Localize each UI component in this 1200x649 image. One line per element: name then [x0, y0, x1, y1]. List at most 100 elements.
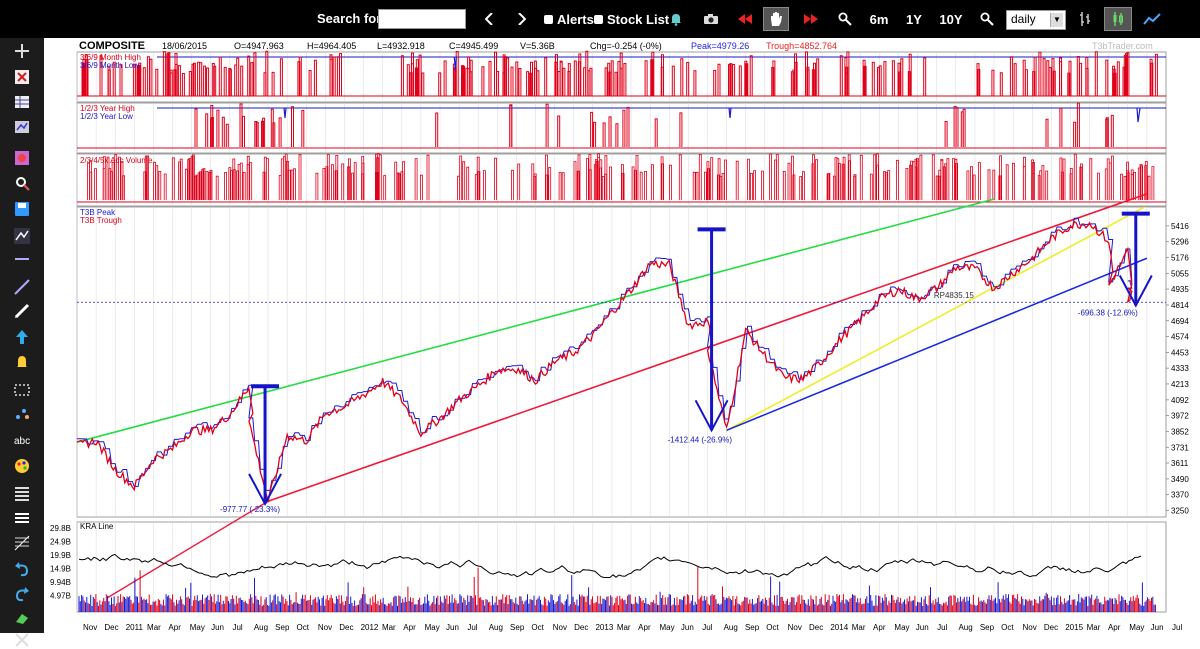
drop1-label: -977.77 (-23.3%): [220, 505, 280, 514]
drop3-arrow-arrowhead: [1118, 275, 1153, 308]
x-tick-label: Nov: [788, 623, 802, 632]
alerts-checkbox[interactable]: [544, 14, 553, 24]
undo-icon[interactable]: [12, 561, 32, 577]
bell-icon[interactable]: [668, 8, 684, 30]
prev-arrow-icon[interactable]: [482, 8, 496, 30]
stock-list-checkbox[interactable]: [594, 14, 603, 24]
x-tick-label: Nov: [318, 623, 332, 632]
year-high-spikes: [194, 102, 1114, 147]
rectangle-icon[interactable]: [12, 382, 32, 398]
camera-icon[interactable]: [703, 8, 719, 30]
month-low-spikes: [453, 56, 457, 70]
delete-icon[interactable]: [12, 632, 32, 648]
y-tick-label: 5296: [1171, 238, 1189, 247]
change-value: Chg=-0.254 (-0%): [590, 41, 662, 51]
horizontal-line-icon[interactable]: [12, 251, 32, 267]
alerts-label: Alerts: [557, 11, 594, 27]
x-tick-label: Apr: [403, 623, 416, 632]
x-tick-label: Nov: [1023, 623, 1037, 632]
x-tick-label: Dec: [809, 623, 823, 632]
y-tick-label: 3250: [1171, 506, 1189, 515]
kra-y-tick-label: 9.94B: [50, 578, 71, 587]
bars-icon[interactable]: [1078, 8, 1092, 30]
hand-icon[interactable]: [763, 7, 789, 31]
palette-icon[interactable]: [12, 458, 32, 474]
plus-icon[interactable]: [12, 43, 32, 59]
range-6m-button[interactable]: 6m: [869, 11, 889, 27]
low-value: L=4932.918: [377, 41, 425, 51]
x-tick-label: Apr: [1108, 623, 1121, 632]
high-value: H=4964.405: [307, 41, 356, 51]
drawing-tools-sidebar: abc: [0, 38, 44, 647]
trend-line-icon[interactable]: [12, 279, 32, 295]
zoom-out-icon[interactable]: [980, 8, 994, 30]
search-input[interactable]: [378, 9, 466, 29]
x-tick-label: 2014: [830, 623, 848, 632]
x-tick-label: Jul: [937, 623, 947, 632]
kra-line: [78, 553, 1142, 578]
alerts-toggle[interactable]: Alerts: [544, 8, 594, 30]
redo-icon[interactable]: [12, 586, 32, 602]
y-tick-label: 3370: [1171, 491, 1189, 500]
x-tick-label: Mar: [617, 623, 631, 632]
abc-text-icon[interactable]: abc: [12, 432, 32, 448]
x-tick-label: 2011: [126, 623, 144, 632]
compare-icon[interactable]: [12, 119, 32, 135]
line-chart-icon[interactable]: [1143, 8, 1161, 30]
eraser-icon[interactable]: [12, 610, 32, 626]
x-tick-label: Oct: [1001, 623, 1014, 632]
t3b-peak-line: [77, 220, 1133, 503]
table-icon[interactable]: [12, 94, 32, 110]
excel-icon[interactable]: [12, 69, 32, 85]
x-tick-label: Jul: [702, 623, 712, 632]
rewind-icon[interactable]: [737, 8, 753, 30]
t3b-peak-label: T3B Peak: [80, 208, 116, 217]
scatter-icon[interactable]: [12, 406, 32, 422]
chart-area[interactable]: COMPOSITE 18/06/2015 O=4947.963 H=4964.405 L…: [44, 38, 1200, 633]
kra-y-tick-label: 19.9B: [50, 551, 71, 560]
x-tick-label: Oct: [297, 623, 310, 632]
arrow-up-icon[interactable]: [12, 329, 32, 345]
pen-icon[interactable]: [12, 303, 32, 319]
chart-canvas[interactable]: COMPOSITE 18/06/2015 O=4947.963 H=4964.405 L…: [44, 38, 1200, 633]
yellow-channel-line: [726, 207, 1147, 432]
zoom-icon[interactable]: [12, 175, 32, 191]
next-arrow-icon[interactable]: [515, 8, 529, 30]
x-tick-label: Mar: [852, 623, 866, 632]
x-tick-label: May: [190, 623, 205, 632]
menu-icon[interactable]: [12, 510, 32, 526]
bell-icon[interactable]: [12, 354, 32, 370]
open-value: O=4947.963: [234, 41, 284, 51]
range-1y-button[interactable]: 1Y: [906, 11, 922, 27]
y-tick-label: 4092: [1171, 396, 1189, 405]
watermark: T3bTrader.com: [1092, 41, 1153, 51]
range-10y-button[interactable]: 10Y: [939, 11, 963, 27]
year-high-label: 1/2/3 Year High: [80, 104, 135, 113]
x-tick-label: Sep: [510, 623, 525, 632]
x-tick-label: Dec: [104, 623, 118, 632]
fib-icon[interactable]: [12, 535, 32, 551]
year-low-label: 1/2/3 Year Low: [80, 112, 133, 121]
candle-icon[interactable]: [1104, 7, 1132, 31]
y-tick-label: 4213: [1171, 380, 1189, 389]
y-tick-label: 5055: [1171, 269, 1189, 278]
x-tick-label: Mar: [382, 623, 396, 632]
y-tick-label: 3611: [1171, 459, 1189, 468]
kra-panel: [76, 521, 1167, 613]
annotate-icon[interactable]: [12, 228, 32, 244]
period-select[interactable]: daily ▼: [1006, 10, 1066, 30]
symbol-label: COMPOSITE: [79, 40, 145, 52]
kra-label: KRA Line: [80, 522, 114, 531]
y-tick-label: 4935: [1171, 285, 1189, 294]
x-tick-label: Jul: [232, 623, 242, 632]
save-icon[interactable]: [12, 201, 32, 217]
list-icon[interactable]: [12, 485, 32, 501]
heatmap-icon[interactable]: [12, 150, 32, 166]
x-tick-label: Aug: [958, 623, 972, 632]
fast-forward-icon[interactable]: [803, 8, 819, 30]
date-label: 18/06/2015: [162, 41, 207, 51]
zoom-in-icon[interactable]: [838, 8, 852, 30]
y-tick-label: 4694: [1171, 317, 1189, 326]
stock-list-toggle[interactable]: Stock List: [594, 8, 669, 30]
x-tick-label: Aug: [254, 623, 268, 632]
